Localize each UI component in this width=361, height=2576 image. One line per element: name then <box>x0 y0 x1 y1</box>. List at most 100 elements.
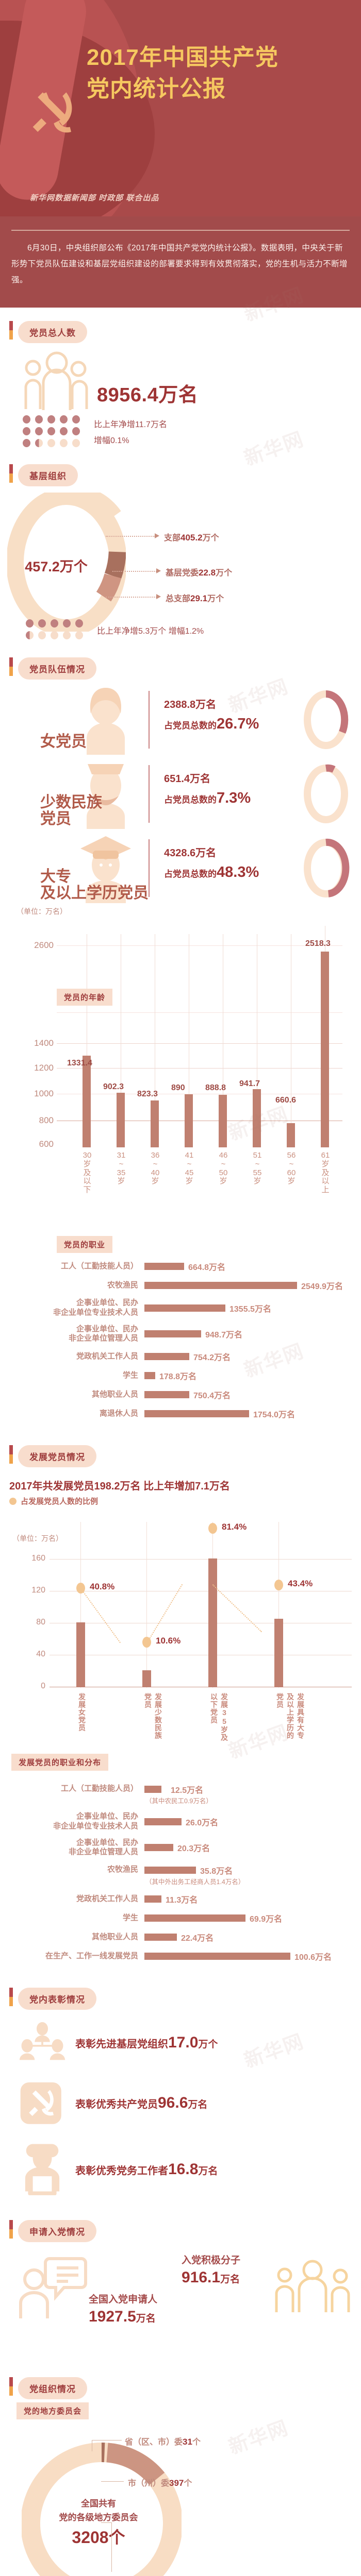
occupation-row: 农牧渔民 2549.9万名 <box>107 1280 343 1291</box>
local-committee-donut <box>22 2442 182 2576</box>
age-ytick-600: 600 <box>39 1139 54 1149</box>
profile-title-college: 大专 及以上学历党员 <box>40 868 149 902</box>
age-ytick-2600: 2600 <box>34 940 54 950</box>
occupation-row: 其他职业人员 750.4万名 <box>91 1389 231 1400</box>
dev-pct-dot-0 <box>76 1583 85 1594</box>
local-committee-item-1: 市（州）委397个 <box>128 2478 192 2488</box>
dev-bar-1 <box>142 1670 151 1687</box>
occupation-title: 党员的职业 <box>57 1236 113 1253</box>
age-bar-6 <box>287 1123 295 1147</box>
woman-icon <box>87 688 125 755</box>
dev-occupation-note: （其中外出务工经商人员1.4万名） <box>145 1878 245 1886</box>
chip-accent-bars <box>9 657 13 680</box>
section-chip-label: 党组织情况 <box>18 2377 87 2399</box>
dev-occupation-row: 工人（工勤技能人员） 12.5万名 （其中农民工0.9万名） <box>60 1784 212 1805</box>
age-xlabel-3: 41 ~45 岁 <box>185 1151 194 1186</box>
dev-pct-dot-3 <box>274 1580 283 1590</box>
dev-occupation-row: 企事业单位、民办 非企业单位管理人员 20.3万名 <box>68 1838 210 1857</box>
age-xlabel-4: 46 ~50 岁 <box>219 1151 228 1186</box>
profile-donut-women <box>304 690 349 749</box>
dev-ytick-40: 40 <box>36 1650 45 1658</box>
grassroots-section: 457.2万个 支部405.2万个 基层党委22.8万个 总支部29.1万个 比… <box>0 489 361 644</box>
grassroots-item-0: 支部405.2万个 <box>164 533 219 543</box>
dev-xlabel-0: 发展女党员 <box>78 1693 86 1732</box>
age-chart-block: （单位：万名） 党员的年龄 2600 1400 1200 1000 800 60… <box>0 905 361 1194</box>
development-chart: （单位：万名） 160 120 80 40 0 <box>0 1510 361 1747</box>
award-row-workers: 表彰优秀党务工作者16.8万名 <box>0 2133 361 2206</box>
intro-block: 6月30日，中央组织部公布《2017年中国共产党党内统计公报》。数据表明，中央关… <box>0 216 361 308</box>
dev-bar-3 <box>274 1619 283 1687</box>
age-bar-1 <box>117 1093 125 1147</box>
section-header-development: 发展党员情况 <box>9 1445 361 1467</box>
legend-dot-icon <box>9 1497 17 1505</box>
dev-ytick-0: 0 <box>41 1682 45 1690</box>
occupation-row: 企事业单位、民办 非企业单位管理人员 948.7万名 <box>68 1324 243 1343</box>
dev-pct-label-1: 10.6% <box>156 1636 181 1646</box>
grassroots-dot-grid <box>26 619 89 643</box>
development-unit-label: （单位：万名） <box>12 1534 63 1543</box>
three-people-icon <box>275 2260 350 2312</box>
dev-xlabel-3: 发展具有大专及以上学历的党员 <box>276 1693 305 1739</box>
dev-occupation-note: （其中农民工0.9万名） <box>145 1798 212 1805</box>
section-header-member-profile: 党员队伍情况 <box>9 657 361 680</box>
age-xlabel-0: 30 岁及以下 <box>83 1151 92 1195</box>
profile-count-minority: 651.4万名 <box>164 773 211 785</box>
applicants-value: 1927.5万名 <box>89 2308 156 2325</box>
total-members-dot-grid <box>23 415 86 451</box>
profile-donut-college <box>304 838 350 897</box>
age-xlabel-1: 31 ~35 岁 <box>117 1151 126 1186</box>
development-legend: 占发展党员人数的比例 <box>0 1496 361 1506</box>
activists-value: 916.1万名 <box>182 2268 240 2286</box>
age-value-0: 1331.4 <box>67 1059 92 1067</box>
age-value-1: 902.3 <box>103 1082 124 1091</box>
profile-pct-women: 占党员总数的26.7% <box>164 716 259 732</box>
chip-accent-bars <box>9 321 13 343</box>
development-headline: 2017年共发展党员198.2万名 比上年增加7.1万名 <box>9 1481 230 1492</box>
age-xlabel-2: 36 ~40 岁 <box>151 1151 160 1186</box>
age-value-5: 941.7 <box>239 1079 260 1088</box>
age-ytick-1200: 1200 <box>34 1063 54 1073</box>
age-value-6: 660.6 <box>275 1096 297 1105</box>
age-chart-unit-label: （单位：万名） <box>17 907 67 916</box>
profile-count-college: 4328.6万名 <box>164 848 217 859</box>
hero-title-line2: 党内统计公报 <box>87 76 226 101</box>
profile-row-college: 大专 及以上学历党员 4328.6万名 占党员总数的48.3% <box>0 831 361 905</box>
dev-occupation-row: 党政机关工作人员 11.3万名 <box>76 1894 198 1905</box>
age-bar-7 <box>321 952 329 1147</box>
section-chip-label: 申请入党情况 <box>18 2219 96 2242</box>
award-row-orgs: 表彰先进基层党组织17.0万个 <box>0 2013 361 2073</box>
hero-banner: 2017年中国共产党 党内统计公报 新华网数据新闻部 时政部 联合出品 <box>0 0 361 216</box>
profile-title-minority: 少数民族 党员 <box>40 794 102 827</box>
applicant-speech-icon <box>19 2257 87 2318</box>
section-header-awards: 党内表彰情况 <box>9 1988 361 2010</box>
age-ytick-1400: 1400 <box>34 1038 54 1048</box>
dev-pct-label-2: 81.4% <box>222 1522 247 1532</box>
age-bar-4 <box>219 1095 227 1147</box>
profile-pct-college: 占党员总数的48.3% <box>164 864 259 880</box>
dev-pct-label-3: 43.4% <box>288 1579 313 1588</box>
age-chart-title: 党员的年龄 <box>57 989 113 1006</box>
award-text-members: 表彰优秀共产党员96.6万名 <box>75 2094 208 2111</box>
activists-label: 入党积极分子 <box>182 2255 241 2266</box>
dev-occupation-row: 农牧渔民 35.8万名 （其中外出务工经商人员1.4万名） <box>107 1865 245 1886</box>
development-section: 2017年共发展党员198.2万名 比上年增加7.1万名 占发展党员人数的比例 … <box>0 1470 361 1747</box>
total-members-section: 8956.4万名 比上年净增11.7万名 增幅0.1% <box>0 346 361 451</box>
local-committee-block: 党的地方委员会 全国共有 党的各级地方委员会 3208个 省（区、市）委31个 … <box>0 2402 361 2576</box>
age-value-2: 823.3 <box>137 1090 158 1098</box>
total-members-value: 8956.4 <box>97 384 159 406</box>
chip-accent-bars <box>9 2377 13 2399</box>
dev-occupation-row: 其他职业人员 22.4万名 <box>91 1932 214 1943</box>
chip-accent-bars <box>9 1988 13 2010</box>
ethnic-minority-icon <box>87 764 125 829</box>
section-chip-label: 基层组织 <box>18 464 78 486</box>
section-header-party-orgs: 党组织情况 <box>9 2377 361 2399</box>
party-emblem-icon <box>20 2082 61 2124</box>
hero-credit: 新华网数据新闻部 时政部 联合出品 <box>30 194 159 202</box>
chip-accent-bars <box>9 1445 13 1467</box>
profile-row-minority: 少数民族 党员 651.4万名 占党员总数的7.3% <box>0 757 361 831</box>
local-committee-title: 党的地方委员会 <box>17 2402 89 2419</box>
dev-xlabel-1: 发展少数民族党员 <box>144 1693 162 1739</box>
dev-occupation-title: 发展党员的职业和分布 <box>11 1754 109 1771</box>
total-members-growth-abs: 比上年净增11.7万名 <box>94 420 167 430</box>
